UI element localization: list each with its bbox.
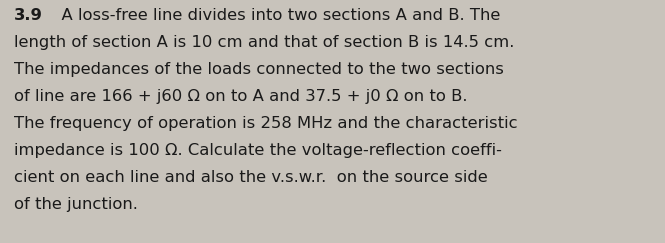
Text: length of section A is 10 cm and that of section B is 14.5 cm.: length of section A is 10 cm and that of… bbox=[14, 35, 514, 50]
Text: A loss-free line divides into two sections A and B. The: A loss-free line divides into two sectio… bbox=[51, 8, 500, 23]
Text: The impedances of the loads connected to the two sections: The impedances of the loads connected to… bbox=[14, 62, 504, 77]
Text: The frequency of operation is 258 MHz and the characteristic: The frequency of operation is 258 MHz an… bbox=[14, 116, 517, 131]
Text: of the junction.: of the junction. bbox=[14, 197, 138, 212]
Text: cient on each line and also the v.s.w.r.  on the source side: cient on each line and also the v.s.w.r.… bbox=[14, 170, 487, 185]
Text: of line are 166 + j60 Ω on to A and 37.5 + j0 Ω on to B.: of line are 166 + j60 Ω on to A and 37.5… bbox=[14, 89, 467, 104]
Text: 3.9: 3.9 bbox=[14, 8, 43, 23]
Text: impedance is 100 Ω. Calculate the voltage-reflection coeffi-: impedance is 100 Ω. Calculate the voltag… bbox=[14, 143, 502, 158]
